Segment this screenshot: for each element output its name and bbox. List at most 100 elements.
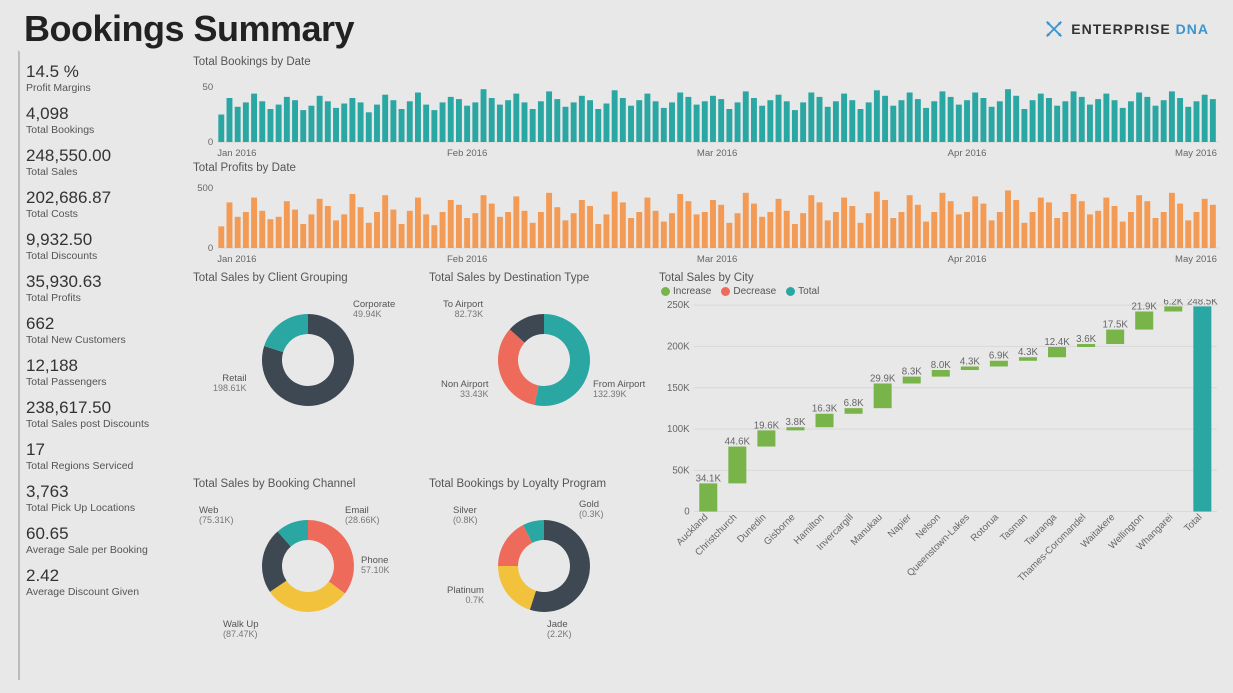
svg-text:6.9K: 6.9K: [989, 351, 1009, 362]
dna-icon: [1043, 18, 1065, 40]
donut-slice-label: Corporate49.94K: [353, 300, 395, 320]
svg-text:4.3K: 4.3K: [1018, 347, 1038, 358]
page-title: Bookings Summary: [24, 8, 354, 50]
legend-increase: Increase: [673, 286, 711, 297]
kpi-value: 14.5 %: [26, 62, 175, 82]
svg-text:50K: 50K: [672, 465, 690, 476]
kpi-label: Total New Customers: [26, 334, 175, 346]
kpi-label: Total Passengers: [26, 376, 175, 388]
kpi-item: 248,550.00Total Sales: [26, 146, 175, 178]
kpi-value: 4,098: [26, 104, 175, 124]
svg-text:248.5K: 248.5K: [1187, 299, 1218, 307]
kpi-label: Total Regions Serviced: [26, 460, 175, 472]
svg-text:0: 0: [208, 243, 213, 254]
waterfall-svg: 050K100K150K200K250K34.1K44.6K19.6K3.8K1…: [659, 299, 1221, 585]
kpi-value: 17: [26, 440, 175, 460]
chart-title: Total Sales by City: [659, 272, 1221, 284]
kpi-item: 4,098Total Bookings: [26, 104, 175, 136]
kpi-item: 12,188Total Passengers: [26, 356, 175, 388]
waterfall-chart: Total Sales by City Increase Decrease To…: [659, 272, 1221, 680]
svg-text:0: 0: [684, 507, 690, 518]
svg-text:100K: 100K: [667, 424, 690, 435]
svg-text:6.2K: 6.2K: [1163, 299, 1183, 307]
chart-title: Total Sales by Destination Type: [429, 272, 659, 284]
svg-text:0: 0: [208, 137, 213, 148]
kpi-label: Total Sales: [26, 166, 175, 178]
donut-slice-label: Silver(0.8K): [453, 506, 478, 526]
donut-slice-label: From Airport132.39K: [593, 380, 645, 400]
svg-text:500: 500: [197, 183, 213, 194]
svg-text:250K: 250K: [667, 300, 690, 311]
donut-slice-label: Jade(2.2K): [547, 620, 572, 640]
kpi-item: 9,932.50Total Discounts: [26, 230, 175, 262]
kpi-item: 2.42Average Discount Given: [26, 566, 175, 598]
donut-slice-label: Platinum0.7K: [447, 586, 484, 606]
waterfall-legend: Increase Decrease Total: [661, 286, 1221, 297]
donut-grid: Total Sales by Client Grouping Retail198…: [193, 272, 653, 680]
chart-title: Total Sales by Booking Channel: [193, 478, 423, 490]
bookings-by-date-chart: Total Bookings by Date 050Jan 2016Feb 20…: [193, 56, 1221, 158]
svg-text:Feb 2016: Feb 2016: [447, 254, 487, 264]
svg-text:Apr 2016: Apr 2016: [948, 254, 987, 264]
kpi-item: 202,686.87Total Costs: [26, 188, 175, 220]
svg-text:17.5K: 17.5K: [1102, 320, 1128, 331]
svg-text:Manukau: Manukau: [849, 512, 885, 548]
svg-text:Mar 2016: Mar 2016: [697, 148, 737, 158]
svg-text:200K: 200K: [667, 341, 690, 352]
main-content: 14.5 %Profit Margins 4,098Total Bookings 2…: [0, 50, 1233, 680]
kpi-sidebar: 14.5 %Profit Margins 4,098Total Bookings 2…: [18, 50, 183, 680]
kpi-value: 12,188: [26, 356, 175, 376]
kpi-value: 238,617.50: [26, 398, 175, 418]
kpi-label: Total Profits: [26, 292, 175, 304]
kpi-label: Profit Margins: [26, 82, 175, 94]
svg-text:6.8K: 6.8K: [844, 398, 864, 409]
legend-total: Total: [798, 286, 819, 297]
kpi-label: Average Sale per Booking: [26, 544, 175, 556]
kpi-label: Total Bookings: [26, 124, 175, 136]
svg-text:3.8K: 3.8K: [785, 417, 805, 428]
chart-title: Total Profits by Date: [193, 162, 1221, 174]
svg-text:29.9K: 29.9K: [870, 373, 896, 384]
kpi-item: 238,617.50Total Sales post Discounts: [26, 398, 175, 430]
kpi-value: 248,550.00: [26, 146, 175, 166]
svg-text:Mar 2016: Mar 2016: [697, 254, 737, 264]
donut-slice-label: Walk Up(87.47K): [223, 620, 259, 640]
header: Bookings Summary ENTERPRISE DNA: [0, 0, 1233, 50]
brand-text-main: ENTERPRISE: [1071, 21, 1170, 37]
svg-text:8.0K: 8.0K: [931, 360, 951, 371]
svg-text:150K: 150K: [667, 383, 690, 394]
svg-text:50: 50: [203, 82, 214, 93]
svg-text:Total: Total: [1182, 512, 1204, 534]
kpi-label: Total Sales post Discounts: [26, 418, 175, 430]
kpi-value: 662: [26, 314, 175, 334]
donut-booking-channel: Total Sales by Booking Channel Walk Up(8…: [193, 478, 423, 680]
svg-text:34.1K: 34.1K: [696, 473, 722, 484]
kpi-value: 3,763: [26, 482, 175, 502]
donut-slice-label: Web(75.31K): [199, 506, 234, 526]
svg-text:12.4K: 12.4K: [1044, 337, 1070, 348]
chart-title: Total Bookings by Date: [193, 56, 1221, 68]
kpi-label: Average Discount Given: [26, 586, 175, 598]
donut-slice-label: Non Airport33.43K: [441, 380, 489, 400]
kpi-item: 662Total New Customers: [26, 314, 175, 346]
svg-text:Apr 2016: Apr 2016: [948, 148, 987, 158]
donut-slice-label: To Airport82.73K: [443, 300, 483, 320]
svg-text:Feb 2016: Feb 2016: [447, 148, 487, 158]
donut-slice-label: Gold(0.3K): [579, 500, 604, 520]
svg-text:May 2016: May 2016: [1175, 148, 1217, 158]
donut-loyalty-program: Total Bookings by Loyalty Program Jade(2…: [429, 478, 659, 680]
kpi-item: 17Total Regions Serviced: [26, 440, 175, 472]
legend-decrease: Decrease: [733, 286, 776, 297]
kpi-label: Total Discounts: [26, 250, 175, 262]
donut-slice-label: Retail198.61K: [213, 374, 247, 394]
svg-text:44.6K: 44.6K: [725, 437, 751, 448]
kpi-item: 3,763Total Pick Up Locations: [26, 482, 175, 514]
svg-text:21.9K: 21.9K: [1132, 301, 1158, 312]
svg-text:Jan 2016: Jan 2016: [217, 254, 256, 264]
brand-text-accent: DNA: [1176, 21, 1209, 37]
donut-slice-label: Email(28.66K): [345, 506, 380, 526]
chart-title: Total Bookings by Loyalty Program: [429, 478, 659, 490]
kpi-label: Total Pick Up Locations: [26, 502, 175, 514]
lower-charts-row: Total Sales by Client Grouping Retail198…: [193, 272, 1221, 680]
chart-title: Total Sales by Client Grouping: [193, 272, 423, 284]
